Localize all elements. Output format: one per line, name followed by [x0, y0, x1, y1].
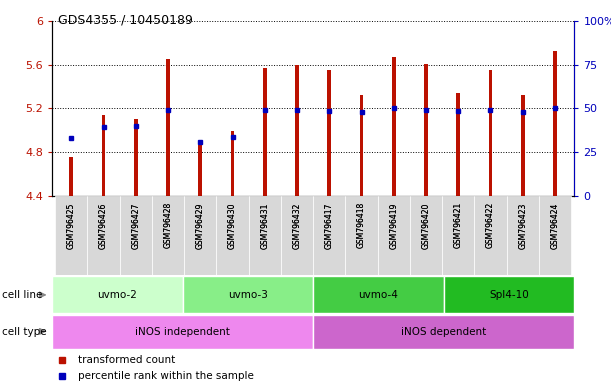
Bar [230, 131, 235, 196]
Text: GSM796418: GSM796418 [357, 202, 366, 248]
Bar [507, 196, 539, 275]
Bar [166, 60, 170, 196]
Bar [392, 57, 396, 196]
Text: GSM796430: GSM796430 [228, 202, 237, 248]
Bar [281, 196, 313, 275]
Text: GSM796418: GSM796418 [357, 202, 366, 248]
Bar [134, 119, 137, 196]
Text: GSM796419: GSM796419 [389, 202, 398, 248]
Bar [424, 64, 428, 196]
Text: GSM796429: GSM796429 [196, 202, 205, 248]
Text: GSM796420: GSM796420 [422, 202, 431, 248]
Text: GSM796424: GSM796424 [551, 202, 560, 248]
Text: GDS4355 / 10450189: GDS4355 / 10450189 [58, 13, 193, 26]
Text: GSM796422: GSM796422 [486, 202, 495, 248]
Bar [313, 196, 345, 275]
Text: GSM796427: GSM796427 [131, 202, 141, 248]
Text: iNOS dependent: iNOS dependent [401, 327, 486, 337]
Text: GSM796422: GSM796422 [486, 202, 495, 248]
Text: GSM796427: GSM796427 [131, 202, 141, 248]
Bar [55, 196, 87, 275]
Text: GSM796417: GSM796417 [325, 202, 334, 248]
Text: GSM796421: GSM796421 [454, 202, 463, 248]
Bar [199, 144, 202, 196]
Bar [345, 196, 378, 275]
Text: GSM796432: GSM796432 [293, 202, 301, 248]
Bar [489, 70, 492, 196]
Bar [120, 196, 152, 275]
Bar [183, 276, 313, 313]
Text: GSM796432: GSM796432 [293, 202, 301, 248]
Bar [52, 276, 183, 313]
Bar [456, 93, 460, 196]
Text: GSM796421: GSM796421 [454, 202, 463, 248]
Bar [313, 315, 574, 349]
Bar [444, 276, 574, 313]
Bar [87, 196, 120, 275]
Text: uvmo-3: uvmo-3 [228, 290, 268, 300]
Bar [378, 196, 410, 275]
Bar [539, 196, 571, 275]
Bar [70, 157, 73, 196]
Text: GSM796423: GSM796423 [518, 202, 527, 248]
Text: percentile rank within the sample: percentile rank within the sample [78, 371, 254, 381]
Text: GSM796423: GSM796423 [518, 202, 527, 248]
Bar [184, 196, 216, 275]
Text: GSM796430: GSM796430 [228, 202, 237, 248]
Bar [521, 95, 525, 196]
Text: GSM796428: GSM796428 [164, 202, 172, 248]
Text: uvmo-2: uvmo-2 [97, 290, 137, 300]
Bar [216, 196, 249, 275]
Text: Spl4-10: Spl4-10 [489, 290, 529, 300]
Text: GSM796429: GSM796429 [196, 202, 205, 248]
Bar [52, 315, 313, 349]
Text: GSM796431: GSM796431 [260, 202, 269, 248]
Bar [101, 115, 106, 196]
Bar [359, 95, 364, 196]
Text: uvmo-4: uvmo-4 [359, 290, 398, 300]
Text: GSM796425: GSM796425 [67, 202, 76, 248]
Bar [474, 196, 507, 275]
Text: cell type: cell type [2, 327, 46, 337]
Bar [327, 70, 331, 196]
Bar [263, 68, 266, 196]
Bar [442, 196, 474, 275]
Text: GSM796426: GSM796426 [99, 202, 108, 248]
Text: transformed count: transformed count [78, 355, 175, 365]
Text: GSM796424: GSM796424 [551, 202, 560, 248]
Text: GSM796425: GSM796425 [67, 202, 76, 248]
Bar [313, 276, 444, 313]
Text: GSM796417: GSM796417 [325, 202, 334, 248]
Text: iNOS independent: iNOS independent [135, 327, 230, 337]
Text: GSM796431: GSM796431 [260, 202, 269, 248]
Text: GSM796428: GSM796428 [164, 202, 172, 248]
Bar [553, 51, 557, 196]
Bar [152, 196, 184, 275]
Text: GSM796426: GSM796426 [99, 202, 108, 248]
Bar [249, 196, 281, 275]
Text: GSM796419: GSM796419 [389, 202, 398, 248]
Text: cell line: cell line [2, 290, 42, 300]
Bar [295, 65, 299, 196]
Bar [410, 196, 442, 275]
Text: GSM796420: GSM796420 [422, 202, 431, 248]
